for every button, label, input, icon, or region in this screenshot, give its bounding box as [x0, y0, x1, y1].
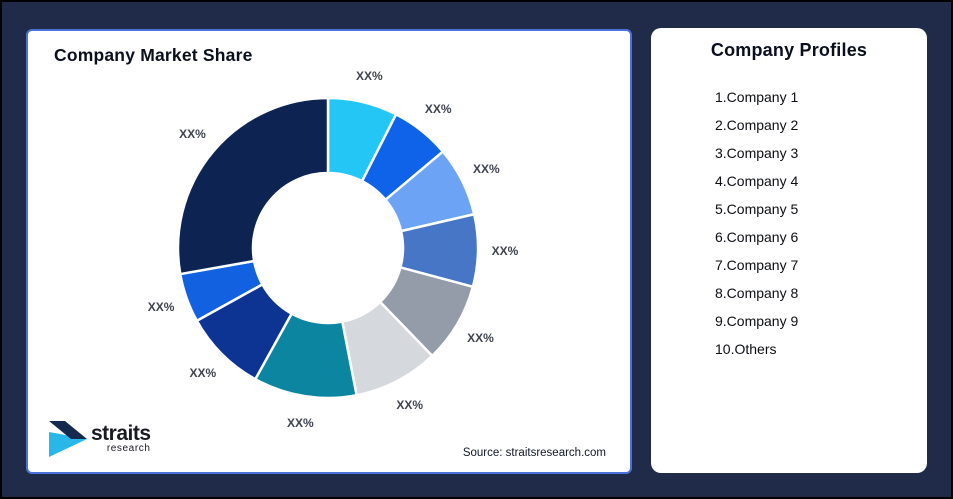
list-item: 5.Company 5 [715, 201, 799, 217]
chart-card: Company Market Share XX% XX% XX% XX% XX% XX% X… [26, 29, 632, 474]
profiles-card: Company Profiles 1.Company 1 2.Company 2 3… [651, 28, 927, 473]
slice-label: XX% [355, 68, 383, 83]
list-item: 2.Company 2 [715, 117, 799, 133]
list-item: 3.Company 3 [715, 145, 799, 161]
slice-label: XX% [396, 398, 424, 412]
straits-arrow-icon [49, 421, 87, 457]
slice-label: XX% [467, 330, 494, 345]
profiles-list: 1.Company 1 2.Company 2 3.Company 3 4.Compa… [715, 83, 798, 363]
list-item: 1.Company 1 [715, 89, 799, 105]
logo-subtext: research [106, 443, 151, 454]
slice-label: XX% [286, 415, 314, 430]
logo-wordmark: straits research [91, 423, 151, 454]
logo-word: straits [91, 422, 151, 445]
source-note: Source: straitsresearch.com [462, 447, 606, 459]
list-item: 9.Company 9 [715, 313, 799, 329]
slice-label: XX% [189, 366, 217, 381]
straits-logo: straits research [48, 420, 151, 458]
list-item: 7.Company 7 [715, 257, 799, 273]
profiles-title: Company Profiles [710, 40, 868, 60]
list-item: 8.Company 8 [715, 285, 799, 301]
donut-chart: XX% XX% XX% XX% XX% XX% XX% XX% XX% XX% [28, 31, 630, 472]
list-item: 6.Company 6 [715, 229, 799, 245]
slice-label: XX% [424, 102, 452, 117]
donut-slice [176, 96, 330, 276]
slice-label: XX% [179, 127, 206, 142]
list-item: 4.Company 4 [715, 173, 799, 189]
slice-label: XX% [491, 244, 519, 259]
list-item: 10.Others [715, 341, 777, 357]
donut-svg [176, 96, 480, 400]
chart-title: Company Market Share [54, 45, 253, 65]
slice-label: XX% [473, 162, 500, 177]
slice-label: XX% [147, 300, 175, 315]
